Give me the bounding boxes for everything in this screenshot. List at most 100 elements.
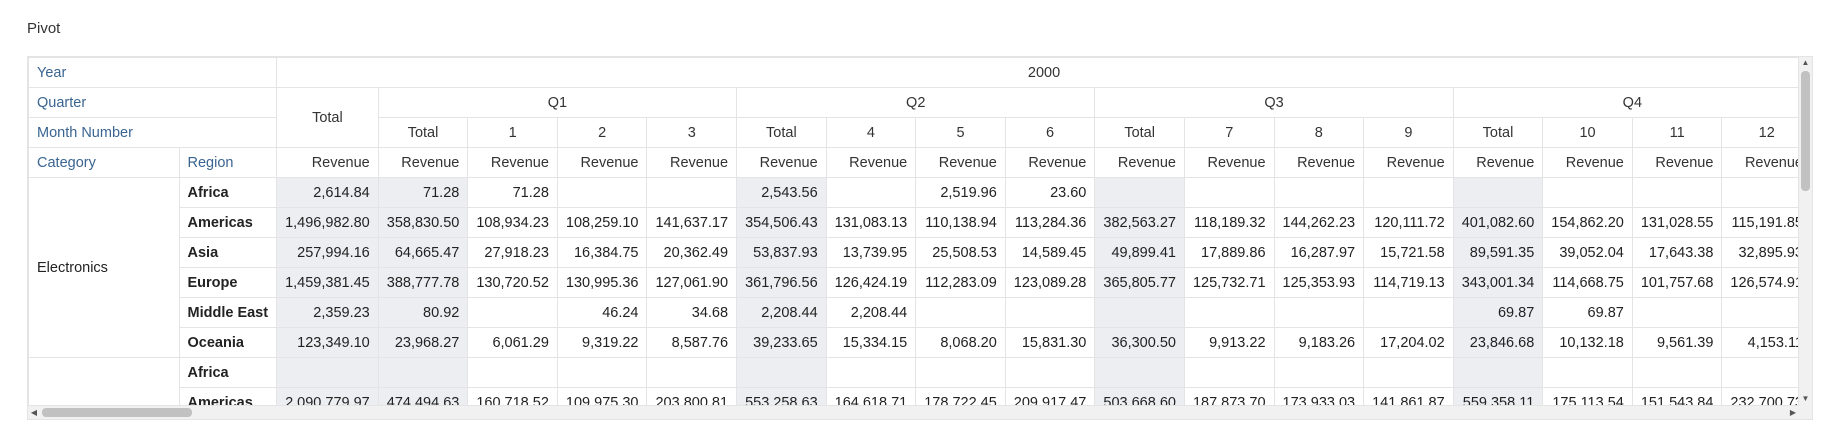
region-cell[interactable]: Middle East — [178, 297, 278, 328]
horizontal-scrollbar[interactable]: ◀ ▶ — [28, 405, 1799, 419]
table-row: Middle East 2,359.23 80.92 46.24 34.68 2,208.… — [29, 297, 1812, 328]
value-cell: 15,721.58 — [1363, 237, 1454, 268]
month-header[interactable]: 2 — [556, 117, 648, 148]
vertical-scroll-thumb[interactable] — [1801, 71, 1810, 191]
value-cell: 14,589.45 — [1004, 237, 1096, 268]
total-value-cell: 1,459,381.45 — [276, 267, 379, 298]
region-cell[interactable]: Europe — [178, 267, 278, 298]
month-header[interactable]: 12 — [1721, 117, 1812, 148]
value-cell: 112,283.09 — [915, 267, 1006, 298]
value-cell — [915, 297, 1006, 328]
region-cell[interactable]: Asia — [178, 237, 278, 268]
scroll-right-icon[interactable]: ▶ — [1789, 408, 1797, 417]
value-cell: 15,831.30 — [1004, 327, 1096, 358]
revenue-header: Revenue — [915, 147, 1006, 178]
value-cell — [646, 177, 738, 208]
month-header[interactable]: 10 — [1542, 117, 1633, 148]
value-cell: 144,262.23 — [1273, 207, 1365, 238]
month-header[interactable]: 3 — [646, 117, 738, 148]
region-cell[interactable]: Americas — [178, 207, 278, 238]
value-cell — [915, 357, 1006, 388]
month-header[interactable]: 7 — [1183, 117, 1275, 148]
scroll-up-icon[interactable]: ▲ — [1801, 58, 1810, 67]
value-cell: 125,353.93 — [1273, 267, 1365, 298]
category-label: Category — [28, 147, 180, 178]
value-cell: 34.68 — [646, 297, 738, 328]
value-cell: 9,561.39 — [1631, 327, 1723, 358]
total-value-cell: 2,208.44 — [736, 297, 827, 328]
table-row: Africa — [28, 357, 1812, 418]
value-cell: 69.87 — [1542, 297, 1633, 328]
year-header[interactable]: 2000 — [276, 57, 1812, 88]
value-cell: 114,719.13 — [1363, 267, 1454, 298]
value-cell — [1363, 357, 1454, 388]
revenue-header: Revenue — [1094, 147, 1185, 178]
month-header[interactable]: 4 — [825, 117, 917, 148]
revenue-header: Revenue — [1452, 147, 1544, 178]
region-cell[interactable]: Africa — [178, 177, 278, 208]
total-value-cell: 69.87 — [1452, 297, 1544, 328]
value-cell — [1363, 177, 1454, 208]
month-header[interactable]: 6 — [1004, 117, 1096, 148]
month-header[interactable]: 8 — [1273, 117, 1365, 148]
quarter-total-header: Total — [736, 117, 827, 148]
total-value-cell — [1452, 177, 1544, 208]
value-cell — [1542, 357, 1633, 388]
value-cell: 9,913.22 — [1183, 327, 1275, 358]
total-value-cell: 80.92 — [377, 297, 469, 328]
quarter-total-header: Total — [1094, 117, 1185, 148]
value-cell: 125,732.71 — [1183, 267, 1275, 298]
total-value-cell — [1094, 297, 1185, 328]
scroll-left-icon[interactable]: ◀ — [30, 408, 38, 417]
region-cell[interactable]: Africa — [178, 357, 278, 388]
table-row: Oceania 123,349.10 23,968.27 6,061.29 9,319.… — [29, 327, 1812, 358]
pivot-grid[interactable]: Year 2000 Quarter Total Q1 Q2 Q3 Q4 Month Number… — [27, 56, 1813, 420]
quarter-label: Quarter — [28, 87, 278, 118]
value-cell — [1273, 357, 1365, 388]
total-value-cell: 382,563.27 — [1094, 207, 1185, 238]
quarter-header[interactable]: Q3 — [1094, 87, 1454, 118]
value-cell: 10,132.18 — [1542, 327, 1633, 358]
table-row: Europe 1,459,381.45 388,777.78 130,720.52 13… — [29, 267, 1812, 298]
horizontal-scroll-thumb[interactable] — [42, 408, 192, 417]
header-row-measure: Category Region Revenue Revenue Revenue Reven… — [28, 147, 1812, 178]
revenue-header: Revenue — [1273, 147, 1365, 178]
revenue-header: Revenue — [1183, 147, 1275, 178]
total-value-cell — [1094, 357, 1185, 388]
value-cell: 154,862.20 — [1542, 207, 1633, 238]
quarter-header[interactable]: Q2 — [736, 87, 1096, 118]
value-cell: 130,720.52 — [467, 267, 558, 298]
value-cell: 16,384.75 — [556, 237, 648, 268]
quarter-header[interactable]: Q1 — [377, 87, 738, 118]
header-row-quarter: Quarter Total Q1 Q2 Q3 Q4 — [28, 87, 1812, 148]
vertical-scrollbar[interactable]: ▲ ▼ — [1798, 57, 1812, 419]
total-value-cell — [736, 357, 827, 388]
value-cell: 126,574.91 — [1721, 267, 1812, 298]
total-value-cell: 71.28 — [377, 177, 469, 208]
value-cell — [1631, 177, 1723, 208]
value-cell — [825, 357, 917, 388]
revenue-header: Revenue — [1004, 147, 1096, 178]
total-value-cell: 361,796.56 — [736, 267, 827, 298]
region-cell[interactable]: Oceania — [178, 327, 278, 358]
revenue-header: Revenue — [556, 147, 648, 178]
value-cell: 113,284.36 — [1004, 207, 1096, 238]
value-cell: 23.60 — [1004, 177, 1096, 208]
month-header[interactable]: 9 — [1363, 117, 1454, 148]
quarter-total-header: Total — [1452, 117, 1544, 148]
total-value-cell: 23,846.68 — [1452, 327, 1544, 358]
value-cell: 46.24 — [556, 297, 648, 328]
category-cell[interactable]: Electronics — [28, 177, 180, 358]
total-value-cell: 2,543.56 — [736, 177, 827, 208]
month-number-label: Month Number — [28, 117, 278, 148]
revenue-header: Revenue — [276, 147, 379, 178]
month-header[interactable]: 11 — [1631, 117, 1723, 148]
month-header[interactable]: 5 — [915, 117, 1006, 148]
value-cell: 2,208.44 — [825, 297, 917, 328]
revenue-header: Revenue — [1363, 147, 1454, 178]
scroll-down-icon[interactable]: ▼ — [1801, 394, 1810, 403]
month-header[interactable]: 1 — [467, 117, 558, 148]
value-cell: 130,995.36 — [556, 267, 648, 298]
quarter-header[interactable]: Q4 — [1452, 87, 1812, 118]
value-cell — [1631, 297, 1723, 328]
